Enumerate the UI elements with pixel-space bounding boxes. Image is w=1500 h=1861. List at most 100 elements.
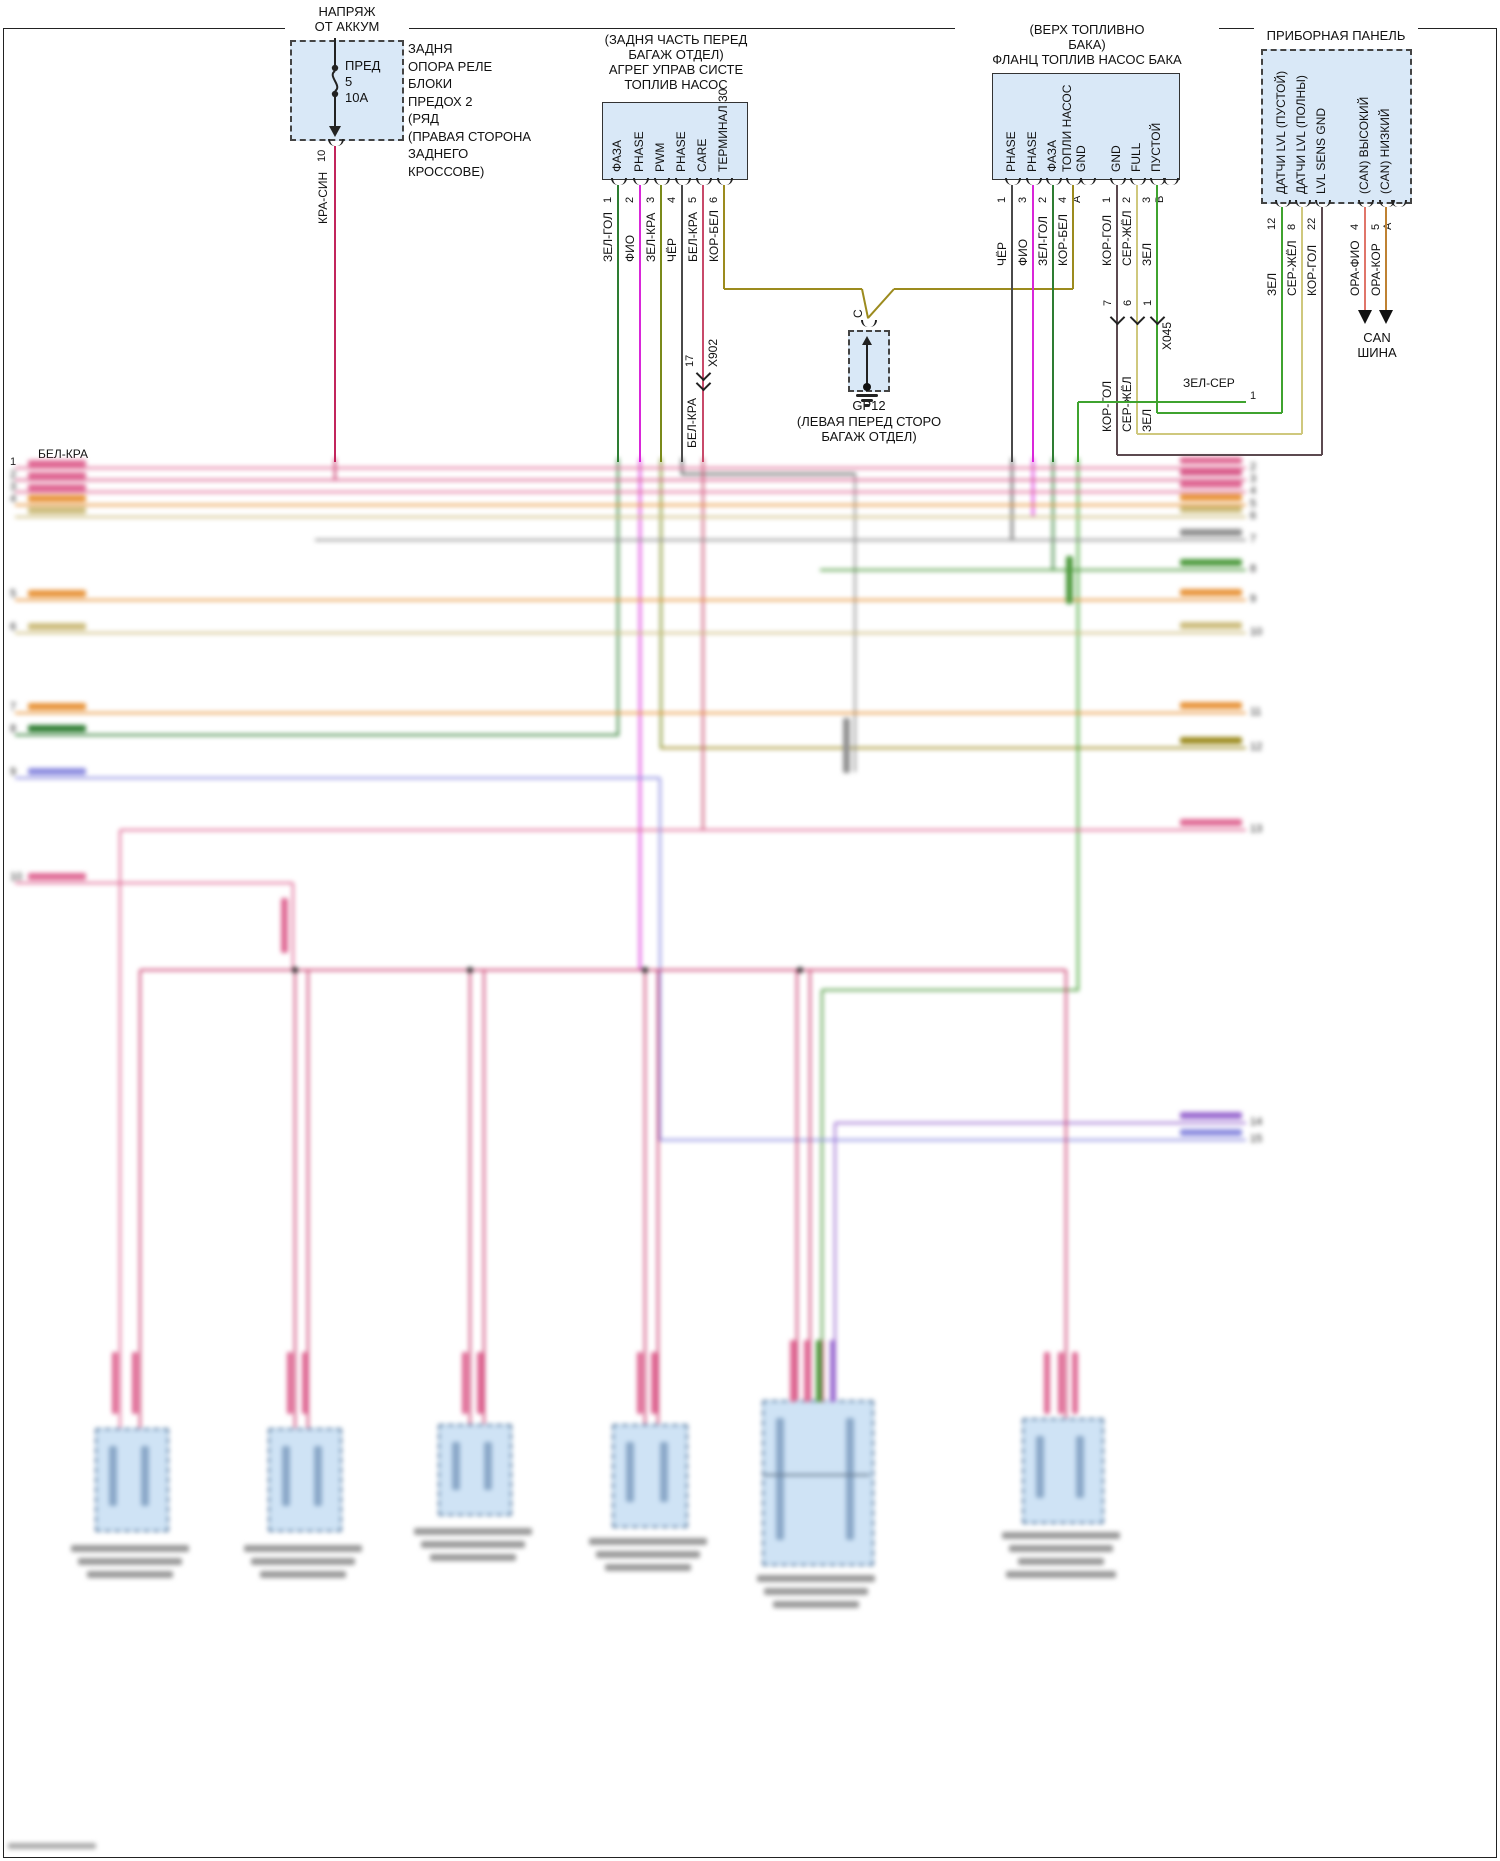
instrument-pin-function-label: (CAN) НИЗКИЙ	[1378, 108, 1392, 194]
right-margin-number: 15	[1250, 1133, 1263, 1145]
blurred-text-bar	[28, 873, 86, 880]
can-arrow-icon	[1358, 310, 1372, 324]
wire-segment	[140, 968, 1066, 972]
pump-wire-label: ЧЁР	[665, 237, 679, 262]
pin-cap-icon	[1163, 178, 1179, 185]
left-margin-number: 9	[10, 766, 17, 778]
right-margin-number: 13	[1250, 823, 1263, 835]
tank-wire-label: КОР-ГОЛ	[1100, 214, 1114, 266]
wire-segment	[15, 734, 618, 736]
blurred-text-bar	[28, 623, 86, 630]
fuse-label-line: ПРЕД	[345, 58, 381, 73]
caption-text-bar	[589, 1538, 707, 1545]
wire-segment	[1064, 970, 1068, 1430]
pump-wire-label: БЕЛ-КРА	[686, 212, 700, 262]
fuse-location-note: ЗАДНЯ ОПОРА РЕЛЕ БЛОКИ ПРЕДОХ 2 (РЯД (ПР…	[408, 40, 532, 180]
blurred-text-bar	[28, 703, 86, 710]
caption-text-bar	[78, 1558, 182, 1565]
wire-segment	[15, 491, 1246, 493]
pin-cap-icon	[1110, 178, 1126, 185]
title-line: ПРИБОРНАЯ ПАНЕЛЬ	[1266, 28, 1406, 43]
blurred-text-bar	[1180, 622, 1242, 629]
left-margin-number: 1	[10, 456, 17, 468]
wire-segment	[15, 479, 1246, 481]
blurred-text-bar	[477, 1352, 483, 1414]
wire-segment	[292, 883, 294, 971]
pin-cap-icon	[696, 178, 712, 185]
pump-pin-number: 6	[708, 196, 720, 203]
instrument-pin-function-label: ДАТЧИ LVL (ПУСТОЙ)	[1274, 70, 1288, 194]
component-box	[1022, 1418, 1104, 1524]
blurred-text-bar	[1180, 1129, 1242, 1136]
blurred-text-bar	[112, 1352, 118, 1414]
wire-segment	[138, 970, 142, 1430]
blurred-text-bar	[141, 1446, 149, 1506]
tank-flange-box	[992, 73, 1180, 180]
blurred-text-bar	[302, 1352, 308, 1414]
caption-text-bar	[430, 1554, 516, 1561]
ground-symbol-icon	[856, 394, 878, 397]
tank-pin-function-label: ТОПЛИ НАСОС	[1060, 84, 1074, 172]
blurred-text-bar	[28, 725, 86, 732]
wire-segment	[1077, 402, 1079, 462]
blurred-text-bar	[846, 1418, 854, 1540]
pump-pin-number: 4	[666, 196, 678, 203]
left-margin-number: 2	[10, 469, 17, 481]
pump-wire-label: КОР-БЕЛ	[707, 210, 721, 262]
blurred-text-bar	[281, 898, 288, 953]
component-box	[612, 1424, 688, 1528]
wire-segment	[15, 712, 1246, 714]
pump-wire-label: ЗЕЛ-ГОЛ	[601, 211, 615, 262]
wire-segment	[1078, 401, 1246, 403]
wire-segment	[1011, 458, 1013, 541]
note-line: ЗАДНЕГО	[408, 146, 469, 161]
title-line: ТОПЛИВ НАСОС	[624, 77, 728, 92]
wire-segment	[1363, 207, 1367, 310]
blurred-text-bar	[109, 1446, 117, 1506]
right-margin-number: 11	[1250, 706, 1262, 718]
blurred-text-bar	[462, 1352, 468, 1414]
blurred-text-bar	[28, 768, 86, 775]
left-margin-number: 4	[10, 493, 17, 505]
pump-pin-function-label: PHASE	[632, 131, 646, 172]
wire-segment	[639, 458, 641, 971]
wire-segment	[836, 1139, 1246, 1141]
right-margin-number: 6	[1250, 510, 1257, 522]
pin-cap-icon	[1080, 178, 1096, 185]
footer-code-bar	[8, 1843, 96, 1849]
wire-segment	[820, 569, 1246, 571]
junction-dot	[797, 967, 803, 973]
caption-text-bar	[1018, 1558, 1104, 1565]
caption-text-bar	[421, 1541, 525, 1548]
tank-pin-function-label: PHASE	[1004, 131, 1018, 172]
wire-segment	[702, 458, 704, 831]
tank-pin-number: 3	[1141, 196, 1153, 203]
x045-pin-number: 6	[1122, 299, 1134, 306]
wire-segment	[333, 458, 337, 481]
blurred-text-bar	[1180, 819, 1242, 826]
blurred-text-bar	[637, 1352, 643, 1414]
pin-cap-icon	[1358, 200, 1374, 207]
tank-pin-function-label: FULL	[1129, 142, 1143, 172]
caption-text-bar	[1006, 1571, 1116, 1578]
pin-cap-icon	[861, 320, 877, 327]
tank-pin-number: 4	[1057, 196, 1069, 203]
pump-pin-function-label: PWM	[653, 142, 667, 172]
wire-segment	[15, 504, 1246, 506]
blurred-text-bar	[28, 507, 86, 514]
wire-segment	[660, 185, 662, 462]
wire-segment	[1052, 458, 1054, 571]
pin-cap-icon	[1005, 178, 1021, 185]
left-margin-number: 5	[10, 588, 17, 600]
caption-text-bar	[757, 1575, 875, 1582]
x045-wire-label: ЗЕЛ	[1140, 408, 1154, 432]
can-line: ШИНА	[1357, 345, 1397, 360]
blurred-text-bar	[1066, 556, 1073, 604]
wire-segment	[15, 632, 1246, 634]
blurred-text-bar	[1180, 589, 1242, 596]
blurred-text-bar	[626, 1442, 634, 1502]
instrument-panel-box	[1261, 49, 1412, 204]
instrument-pin-number: 8	[1286, 223, 1298, 230]
x045-wire-label: КОР-ГОЛ	[1100, 380, 1114, 432]
left-margin-number: 6	[10, 621, 17, 633]
